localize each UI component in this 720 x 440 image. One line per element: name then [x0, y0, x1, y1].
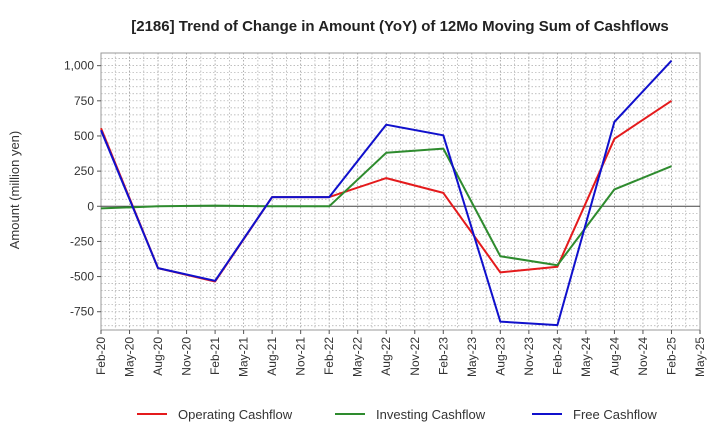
- x-tick-label: Aug-21: [265, 337, 279, 376]
- legend-label: Investing Cashflow: [376, 407, 486, 422]
- legend-item-free-cashflow: Free Cashflow: [532, 407, 657, 422]
- x-tick-label: Nov-22: [408, 337, 422, 376]
- y-tick-label: 250: [74, 164, 94, 178]
- x-tick-label: Nov-21: [294, 337, 308, 376]
- series-line-free-cashflow: [100, 60, 673, 327]
- series-line-investing-cashflow: [100, 147, 672, 267]
- x-tick-label: Feb-24: [550, 337, 564, 375]
- legend: Operating Cashflow Investing Cashflow Free…: [137, 407, 657, 422]
- x-tick-label: May-22: [351, 337, 365, 377]
- x-tick-label: Aug-20: [151, 337, 165, 376]
- x-tick-label: May-23: [465, 337, 479, 377]
- y-axis-label: Amount (million yen): [7, 131, 22, 250]
- x-tick-label: May-24: [579, 337, 593, 377]
- y-tick-label: -750: [70, 305, 94, 319]
- y-tick-label: -500: [70, 270, 94, 284]
- x-tick-label: Nov-23: [522, 337, 536, 376]
- y-tick-label: 500: [74, 129, 94, 143]
- x-tick-label: Nov-24: [636, 337, 650, 376]
- legend-item-operating-cashflow: Operating Cashflow: [137, 407, 293, 422]
- legend-label: Operating Cashflow: [178, 407, 293, 422]
- x-tick-label: May-20: [123, 337, 137, 377]
- x-tick-label: Feb-22: [322, 337, 336, 375]
- y-tick-label: 0: [87, 199, 94, 213]
- x-tick-label: Nov-20: [180, 337, 194, 376]
- chart-title: [2186] Trend of Change in Amount (YoY) o…: [131, 18, 669, 35]
- x-tick-label: Feb-23: [436, 337, 450, 375]
- plot-area: 1,000 750 500 250 0 -250 -500 -750 Feb-20 May-20 A…: [64, 52, 707, 377]
- x-tick-label: May-21: [237, 337, 251, 377]
- y-tick-label: 1,000: [64, 59, 94, 73]
- x-tick-label: Feb-25: [664, 337, 678, 375]
- y-tick-label: -250: [70, 234, 94, 248]
- y-tick-label: 750: [74, 94, 94, 108]
- x-tick-label: Aug-23: [493, 337, 507, 376]
- x-tick-label: Feb-20: [94, 337, 108, 375]
- legend-label: Free Cashflow: [573, 407, 657, 422]
- x-tick-label: Aug-22: [379, 337, 393, 376]
- legend-item-investing-cashflow: Investing Cashflow: [335, 407, 486, 422]
- x-tick-label: Feb-21: [208, 337, 222, 375]
- x-tick-label: Aug-24: [607, 337, 621, 376]
- x-tick-label: May-25: [693, 337, 707, 377]
